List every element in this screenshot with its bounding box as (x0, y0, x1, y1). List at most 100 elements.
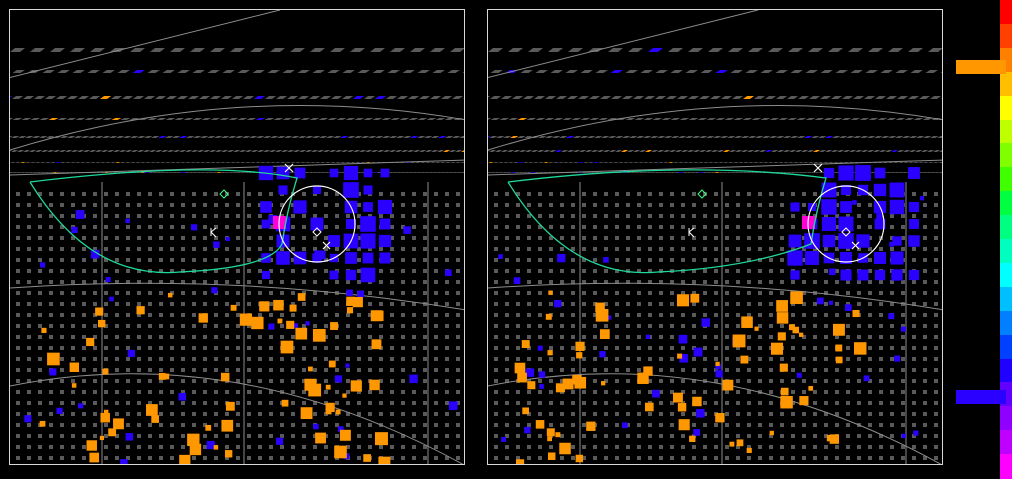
cap-pmt (342, 70, 355, 73)
barrel-pmt (148, 401, 152, 405)
barrel-pmt (16, 357, 20, 361)
cap-pmt (567, 150, 575, 152)
cap-pmt (648, 48, 663, 52)
barrel-pmt (60, 390, 64, 394)
early-hit (838, 165, 854, 181)
barrel-pmt (571, 203, 575, 207)
barrel-pmt (148, 423, 152, 427)
cap-pmt (267, 70, 280, 73)
barrel-pmt (747, 225, 751, 229)
early-hit (599, 351, 606, 358)
barrel-pmt (412, 346, 416, 350)
barrel-pmt (434, 412, 438, 416)
late-hit (189, 443, 202, 456)
cap-pmt (228, 136, 237, 138)
barrel-pmt (456, 423, 460, 427)
barrel-pmt (390, 291, 394, 295)
cap-pmt (814, 118, 825, 120)
barrel-pmt (626, 346, 630, 350)
barrel-pmt (747, 203, 751, 207)
early-hit (293, 323, 299, 329)
cap-pmt (17, 150, 25, 152)
barrel-pmt (38, 225, 42, 229)
cap-pmt (638, 162, 644, 163)
cap-pmt (395, 150, 403, 152)
early-hit (715, 363, 721, 370)
cap-pmt (922, 172, 928, 173)
late-hit (559, 442, 571, 455)
early-hit (557, 253, 566, 263)
barrel-pmt (346, 401, 350, 405)
early-hit (822, 234, 836, 248)
cap-pmt (533, 162, 539, 163)
barrel-pmt (71, 214, 75, 218)
cap-pmt (916, 136, 925, 138)
barrel-pmt (203, 291, 207, 295)
cap-pmt (256, 136, 265, 138)
barrel-pmt (659, 313, 663, 317)
barrel-pmt (681, 280, 685, 284)
barrel-pmt (192, 335, 196, 339)
barrel-pmt (214, 247, 218, 251)
cap-pmt (825, 136, 834, 138)
cap-pmt (613, 162, 619, 163)
colorbar-segment (1000, 95, 1012, 121)
cap-pmt (729, 150, 737, 152)
barrel-pmt (901, 335, 905, 339)
cap-pmt (706, 136, 715, 138)
barrel-pmt (857, 214, 861, 218)
barrel-pmt (16, 456, 20, 460)
cap-pmt (90, 162, 96, 163)
cap-pmt (330, 48, 345, 52)
barrel-pmt (824, 434, 828, 438)
barrel-pmt (725, 236, 729, 240)
barrel-pmt (82, 313, 86, 317)
cap-pmt (732, 96, 744, 99)
cap-pmt (699, 96, 711, 99)
cap-pmt (904, 118, 915, 120)
cap-pmt (806, 172, 812, 173)
barrel-pmt (291, 368, 295, 372)
barrel-pmt (846, 434, 850, 438)
barrel-pmt (445, 357, 449, 361)
barrel-pmt (670, 302, 674, 306)
cap-pmt (436, 172, 442, 173)
barrel-pmt (27, 434, 31, 438)
cap-pmt (312, 172, 318, 173)
cap-pmt (728, 48, 743, 52)
cap-pmt (156, 172, 162, 173)
cap-pmt (510, 172, 516, 173)
barrel-pmt (181, 368, 185, 372)
barrel-pmt (593, 214, 597, 218)
cap-pmt (488, 48, 503, 52)
cap-pmt (552, 136, 561, 138)
late-hit (574, 376, 587, 389)
barrel-pmt (923, 324, 927, 328)
barrel-pmt (505, 379, 509, 383)
barrel-pmt (269, 236, 273, 240)
cap-pmt (413, 150, 421, 152)
barrel-pmt (423, 423, 427, 427)
barrel-pmt (38, 335, 42, 339)
early-hit (125, 218, 130, 224)
cap-pmt (763, 162, 769, 163)
barrel-pmt (648, 258, 652, 262)
barrel-pmt (445, 225, 449, 229)
cap-pmt (95, 162, 101, 163)
cap-pmt (417, 70, 430, 73)
barrel-pmt (692, 412, 696, 416)
barrel-pmt (71, 346, 75, 350)
barrel-pmt (181, 346, 185, 350)
barrel-pmt (236, 390, 240, 394)
barrel-pmt (412, 192, 416, 196)
barrel-pmt (236, 269, 240, 273)
barrel-pmt (434, 390, 438, 394)
barrel-pmt (379, 401, 383, 405)
barrel-pmt (527, 324, 531, 328)
late-hit (535, 420, 545, 429)
late-hit (89, 452, 100, 463)
barrel-pmt (104, 445, 108, 449)
barrel-pmt (27, 302, 31, 306)
barrel-pmt (791, 379, 795, 383)
barrel-pmt (824, 379, 828, 383)
